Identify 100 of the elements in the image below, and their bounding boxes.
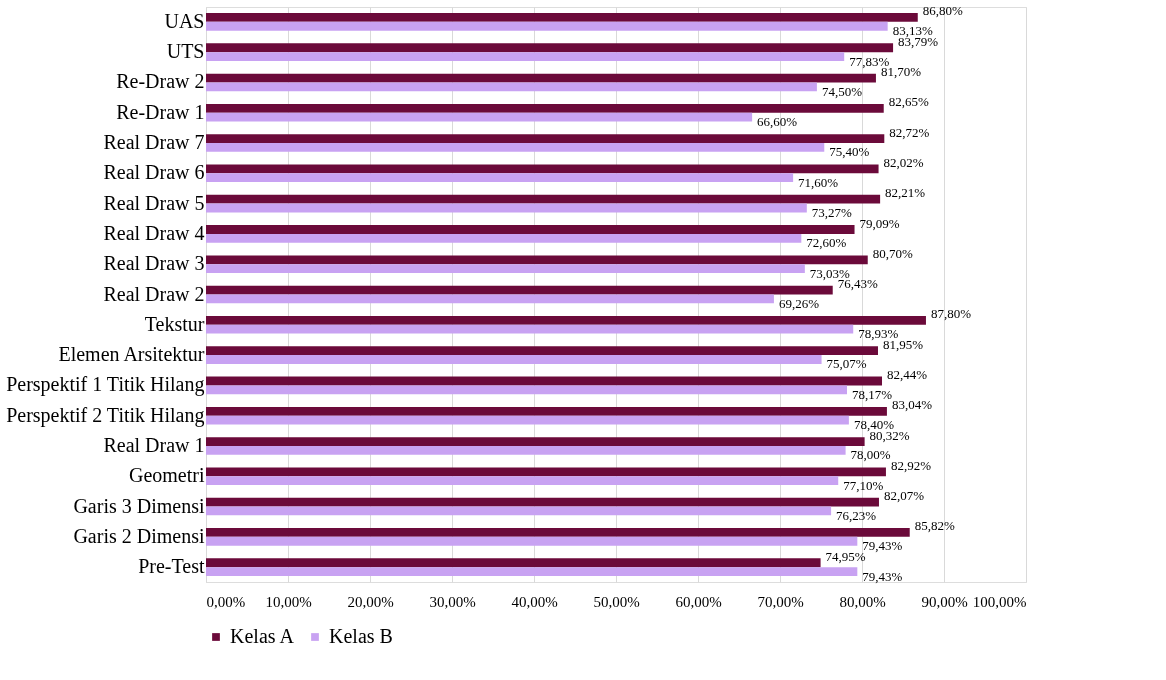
bar [206, 112, 753, 122]
data-label: 80,70% [872, 245, 913, 261]
data-label: 83,04% [891, 397, 933, 413]
y-tick-label: Real Draw 4 [103, 221, 205, 244]
data-label: 78,93% [858, 326, 899, 342]
bar [206, 376, 883, 386]
data-label: 75,07% [826, 356, 867, 372]
bar [206, 264, 805, 273]
bar [206, 497, 879, 507]
y-tick-label: Perspektif 1 Titik Hilang [6, 373, 205, 397]
data-label: 82,02% [883, 154, 924, 170]
bar [206, 173, 794, 183]
y-tick-label: Real Draw 6 [103, 161, 205, 184]
bar [206, 13, 918, 22]
bar [206, 445, 846, 455]
bar [206, 506, 832, 516]
y-tick-label: Real Draw 7 [103, 131, 205, 154]
x-tick-label: 100,00% [972, 593, 1027, 610]
bar [206, 346, 878, 356]
data-label: 82,92% [890, 457, 932, 473]
bar [206, 385, 847, 395]
bar [206, 415, 849, 425]
y-tick-label: Perspektif 2 Titik Hilang [6, 403, 205, 427]
y-tick-label: Garis 3 Dimensi [73, 494, 205, 517]
y-tick-label: Tekstur [144, 312, 205, 335]
bar [206, 225, 855, 234]
x-tick-label: 20,00% [347, 593, 394, 610]
data-label: 79,09% [859, 215, 900, 231]
bar [206, 476, 839, 486]
y-tick-label: UTS [166, 40, 205, 63]
x-tick-label: 50,00% [593, 593, 640, 610]
data-label: 72,60% [806, 235, 847, 251]
x-tick-label: 70,00% [757, 593, 804, 610]
x-tick-label: 40,00% [511, 593, 558, 610]
data-label: 71,60% [798, 174, 839, 190]
x-tick-label: 60,00% [675, 593, 722, 610]
legend-label: Kelas A [230, 625, 295, 647]
bar [206, 43, 894, 53]
bar [206, 355, 822, 364]
legend-label: Kelas B [329, 625, 393, 647]
data-label: 82,65% [888, 94, 929, 110]
data-label: 66,60% [757, 114, 798, 130]
y-tick-label: UAS [164, 9, 205, 32]
y-tick-label: Real Draw 3 [103, 252, 205, 275]
bar [206, 536, 858, 546]
y-tick-label: Elemen Arsitektur [58, 343, 205, 366]
y-tick-label: Real Draw 1 [103, 433, 205, 456]
data-label: 77,10% [843, 477, 884, 493]
data-label: 69,26% [778, 295, 820, 311]
data-label: 85,82% [914, 518, 955, 534]
bar [206, 134, 885, 144]
bar [206, 285, 833, 295]
bar [206, 567, 858, 576]
bar [206, 233, 802, 243]
data-label: 78,00% [850, 447, 891, 463]
data-label: 74,50% [821, 83, 863, 99]
x-tick-label: 30,00% [429, 593, 476, 610]
x-tick-label: 0,00% [206, 593, 246, 610]
y-tick-label: Real Draw 2 [103, 282, 205, 305]
x-tick-label: 80,00% [839, 593, 886, 610]
bar [206, 294, 774, 304]
bar [206, 194, 881, 204]
bar [206, 406, 887, 416]
y-tick-label: Geometri [128, 464, 205, 487]
bar [206, 143, 825, 152]
y-tick-label: Garis 2 Dimensi [73, 524, 205, 547]
data-label: 75,40% [829, 144, 870, 160]
bar [206, 437, 865, 446]
bar [206, 203, 807, 213]
bar [206, 164, 879, 174]
bar [206, 52, 845, 61]
bar [206, 82, 817, 92]
x-tick-label: 90,00% [921, 593, 968, 610]
bar [206, 316, 926, 325]
bar [206, 21, 888, 31]
bar [206, 528, 910, 537]
data-label: 82,44% [887, 366, 928, 382]
data-label: 79,43% [862, 538, 903, 554]
data-label: 87,80% [930, 306, 972, 322]
x-tick-label: 10,00% [265, 593, 312, 610]
y-tick-label: Re-Draw 1 [116, 100, 205, 123]
bar [206, 255, 868, 265]
bar [206, 324, 854, 334]
bar [206, 467, 886, 477]
bar [206, 103, 884, 113]
bar [206, 73, 876, 83]
data-label: 73,27% [811, 205, 853, 221]
data-label: 82,07% [883, 488, 925, 504]
data-label: 76,23% [836, 507, 877, 523]
data-label: 82,21% [885, 185, 926, 201]
y-tick-label: Pre-Test [138, 555, 205, 578]
y-tick-label: Real Draw 5 [103, 191, 205, 214]
bar [206, 558, 821, 568]
data-label: 73,03% [809, 265, 851, 281]
data-label: 82,72% [889, 124, 930, 140]
data-label: 78,17% [851, 386, 893, 402]
data-label: 77,83% [849, 53, 890, 69]
data-label: 86,80% [922, 3, 964, 19]
data-label: 79,43% [862, 568, 903, 584]
y-tick-label: Re-Draw 2 [116, 70, 205, 93]
